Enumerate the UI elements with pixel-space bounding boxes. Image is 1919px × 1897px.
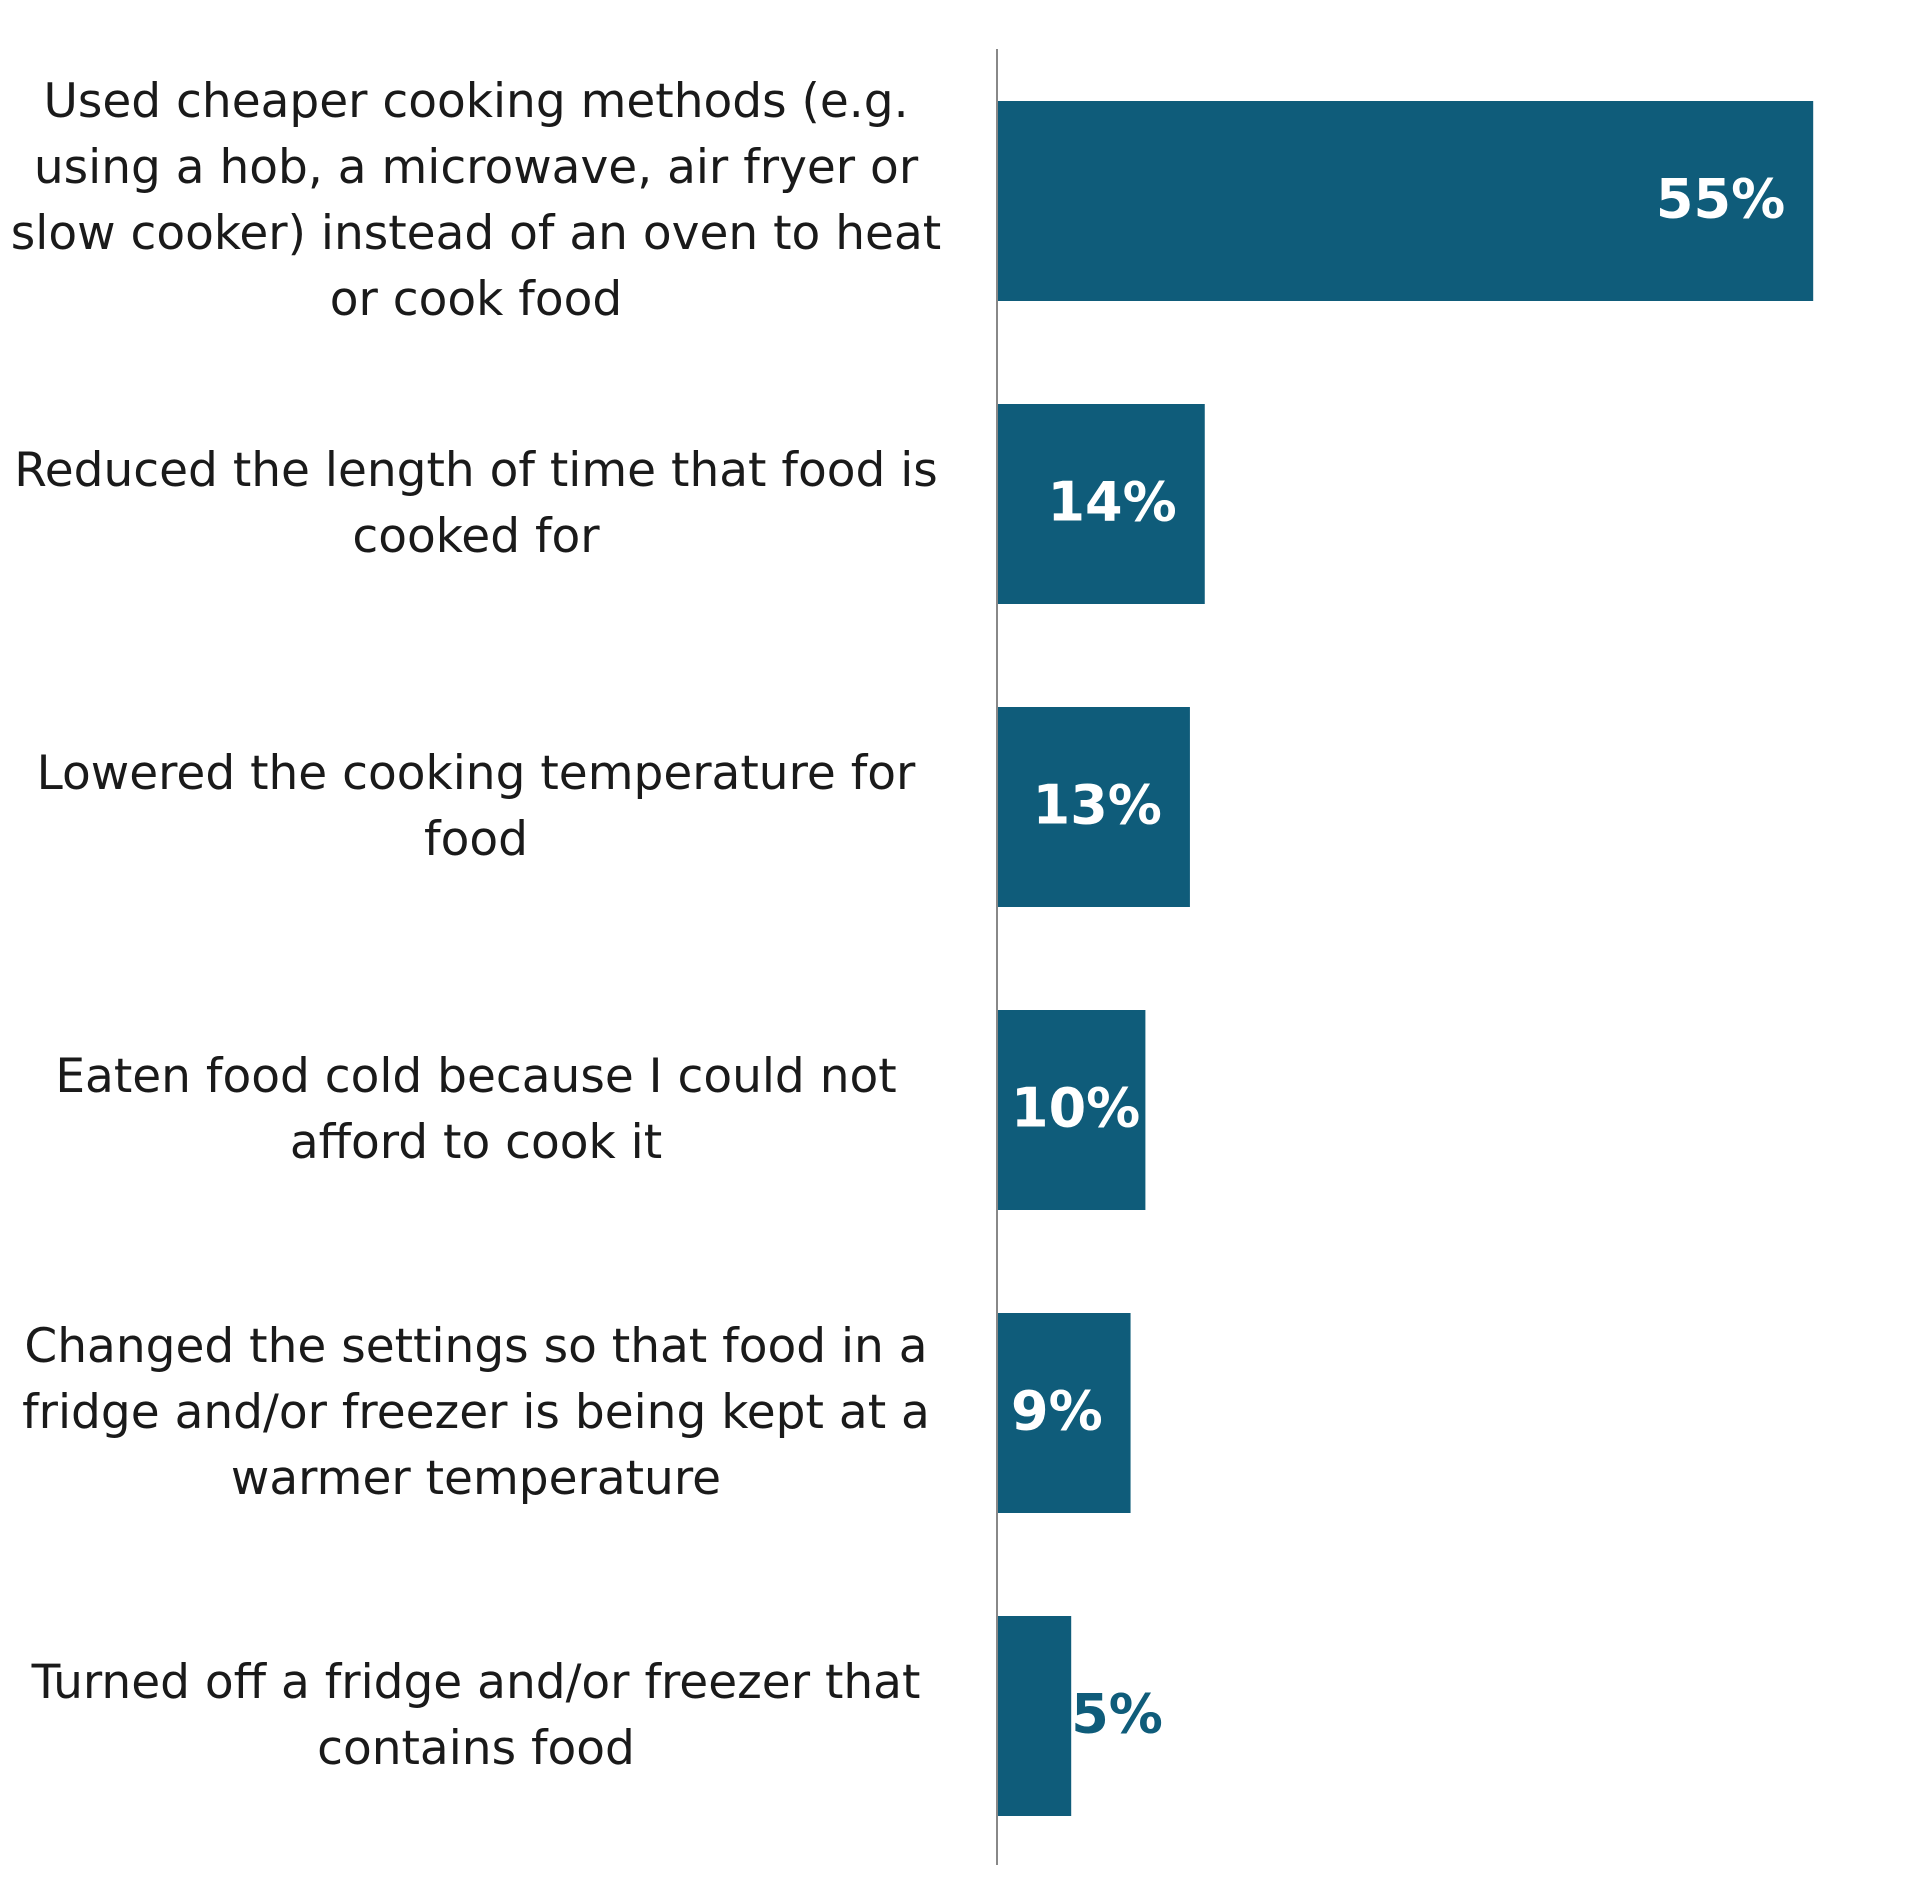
value-label: 10%: [1011, 1077, 1140, 1140]
category-label: Used cheaper cooking methods (e.g. using…: [6, 69, 946, 333]
category-label: Eaten food cold because I could not affo…: [6, 1044, 946, 1176]
value-label: 14%: [1047, 471, 1176, 534]
bar: [997, 1010, 1146, 1210]
bar: [997, 707, 1190, 907]
value-label: 5%: [1071, 1683, 1163, 1746]
category-label: Turned off a fridge and/or freezer that …: [6, 1650, 946, 1782]
category-text: Used cheaper cooking methods (e.g. using…: [10, 74, 942, 327]
bar: [997, 404, 1205, 604]
category-text: Lowered the cooking temperature for food: [36, 746, 916, 867]
category-label: Reduced the length of time that food is …: [6, 438, 946, 570]
category-label: Lowered the cooking temperature for food: [6, 741, 946, 873]
value-label: 9%: [1011, 1380, 1103, 1443]
category-text: Changed the settings so that food in a f…: [22, 1319, 930, 1506]
value-label: 55%: [1656, 168, 1785, 231]
value-label: 13%: [1033, 774, 1162, 837]
bar: [997, 101, 1814, 301]
category-text: Reduced the length of time that food is …: [14, 443, 938, 564]
bar: [997, 1313, 1131, 1513]
category-text: Eaten food cold because I could not affo…: [55, 1049, 897, 1170]
bar: [997, 1616, 1072, 1816]
category-text: Turned off a fridge and/or freezer that …: [31, 1655, 921, 1776]
category-label: Changed the settings so that food in a f…: [6, 1314, 946, 1512]
